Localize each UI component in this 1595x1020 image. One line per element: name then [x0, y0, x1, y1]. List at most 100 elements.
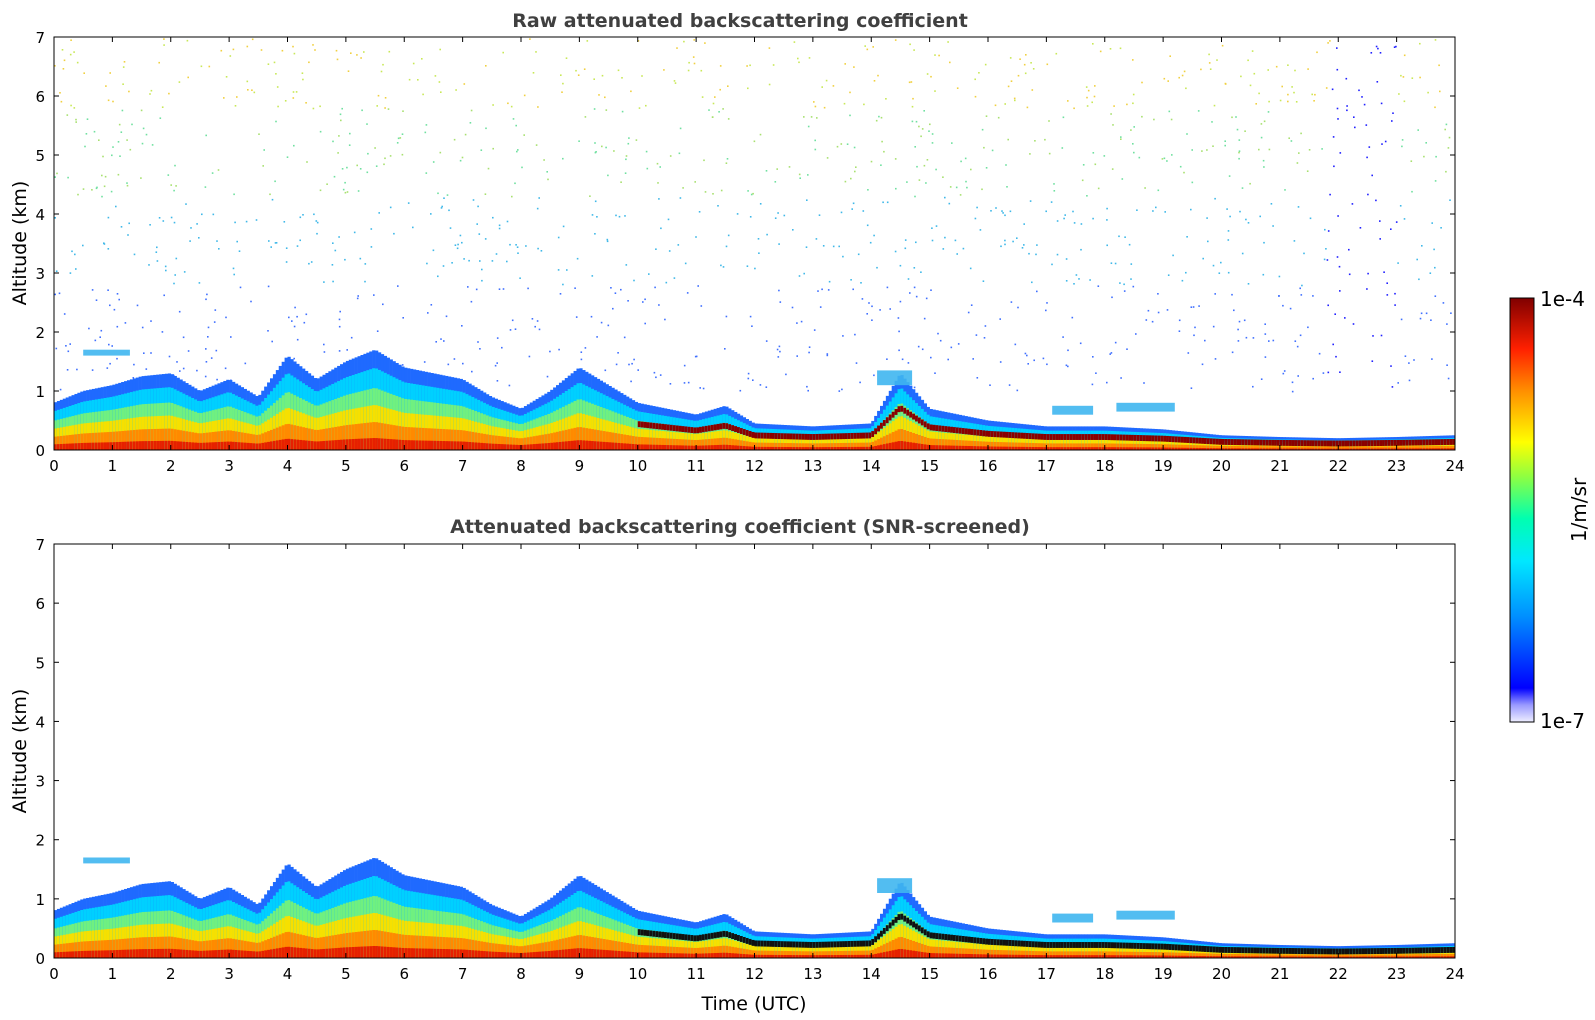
backscatter-column	[194, 950, 198, 958]
backscatter-column	[191, 940, 195, 958]
noise-dot	[425, 172, 428, 174]
noise-dot	[807, 125, 810, 128]
backscatter-column	[1104, 447, 1108, 450]
noise-dot	[288, 316, 290, 319]
backscatter-column	[652, 437, 656, 450]
backscatter-column	[710, 438, 714, 450]
backscatter-column	[891, 442, 895, 450]
backscatter-column	[363, 438, 367, 450]
noise-dot	[378, 212, 380, 214]
layer-peak	[961, 428, 965, 434]
backscatter-column	[1160, 447, 1164, 450]
backscatter-column	[144, 429, 148, 450]
backscatter-column	[1425, 446, 1430, 450]
noise-dot	[141, 326, 144, 329]
noise-dot	[1325, 87, 1328, 89]
noise-dot	[374, 147, 376, 149]
noise-dot	[859, 381, 861, 384]
noise-dot	[1081, 179, 1084, 182]
noise-dot	[1042, 357, 1045, 360]
noise-dot	[630, 90, 632, 93]
noise-dot	[816, 117, 818, 119]
layer-peak	[1437, 439, 1441, 446]
backscatter-column	[281, 439, 285, 450]
noise-dot	[1086, 96, 1088, 99]
noise-dot	[496, 337, 499, 339]
backscatter-column	[599, 441, 604, 450]
noise-dot	[485, 127, 487, 130]
noise-dot	[1293, 240, 1296, 242]
noise-dot	[727, 118, 730, 120]
elevated-layer	[1052, 405, 1094, 415]
noise-dot	[54, 176, 56, 178]
noise-dot	[625, 155, 628, 157]
noise-dot	[589, 195, 591, 197]
backscatter-column	[68, 443, 72, 450]
noise-dot	[275, 73, 277, 75]
noise-dot	[926, 159, 929, 161]
layer-peak	[757, 432, 761, 439]
noise-dot	[875, 119, 878, 122]
backscatter-column	[1023, 442, 1027, 450]
noise-dot	[312, 107, 315, 110]
noise-dot	[485, 65, 487, 67]
noise-dot	[393, 232, 395, 235]
backscatter-column	[264, 432, 268, 450]
noise-dot	[502, 288, 505, 290]
noise-dot	[1123, 283, 1125, 286]
backscatter-column	[310, 441, 315, 450]
noise-dot	[1062, 116, 1065, 119]
backscatter-column	[398, 426, 402, 450]
noise-dot	[844, 180, 847, 183]
noise-dot	[455, 89, 457, 91]
noise-dot	[63, 313, 66, 315]
layer-peak	[993, 431, 998, 438]
backscatter-column	[842, 442, 846, 450]
noise-dot	[167, 174, 170, 176]
noise-dot	[367, 152, 369, 155]
noise-dot	[1252, 385, 1254, 388]
backscatter-column	[993, 441, 998, 450]
noise-dot	[593, 78, 595, 80]
backscatter-column	[926, 437, 930, 450]
layer-peak	[877, 425, 881, 432]
backscatter-column	[1256, 446, 1260, 450]
noise-dot	[1144, 187, 1146, 189]
layer-peak	[1347, 440, 1351, 447]
backscatter-column	[763, 442, 767, 450]
noise-dot	[617, 352, 619, 354]
backscatter-column	[1452, 445, 1456, 450]
backscatter-column	[91, 432, 96, 450]
layer-peak	[1180, 436, 1184, 443]
noise-dot	[965, 180, 967, 183]
backscatter-column	[605, 431, 609, 450]
backscatter-column	[1449, 448, 1453, 450]
backscatter-column	[1303, 446, 1307, 450]
backscatter-column	[208, 442, 212, 450]
noise-dot	[703, 159, 705, 162]
backscatter-column	[115, 442, 119, 450]
noise-dot	[886, 358, 888, 360]
noise-dot	[920, 135, 922, 138]
backscatter-column	[360, 423, 364, 450]
noise-dot	[633, 279, 635, 282]
backscatter-column	[1058, 443, 1062, 450]
noise-dot	[359, 168, 362, 170]
backscatter-column	[462, 441, 466, 450]
backscatter-column	[83, 433, 87, 450]
noise-dot	[109, 362, 111, 365]
layer-peak	[804, 433, 808, 440]
backscatter-column	[83, 941, 87, 958]
backscatter-column	[106, 940, 110, 958]
y-tick-label: 2	[35, 324, 45, 342]
noise-dot	[67, 350, 70, 353]
backscatter-column	[126, 441, 131, 450]
noise-dot	[1337, 215, 1339, 217]
noise-dot	[1336, 256, 1339, 258]
noise-dot	[182, 336, 185, 339]
noise-dot	[310, 261, 313, 263]
noise-dot	[536, 320, 539, 322]
layer-peak	[1265, 439, 1269, 446]
x-tick-label: 19	[1154, 457, 1173, 475]
backscatter-column	[115, 950, 119, 958]
